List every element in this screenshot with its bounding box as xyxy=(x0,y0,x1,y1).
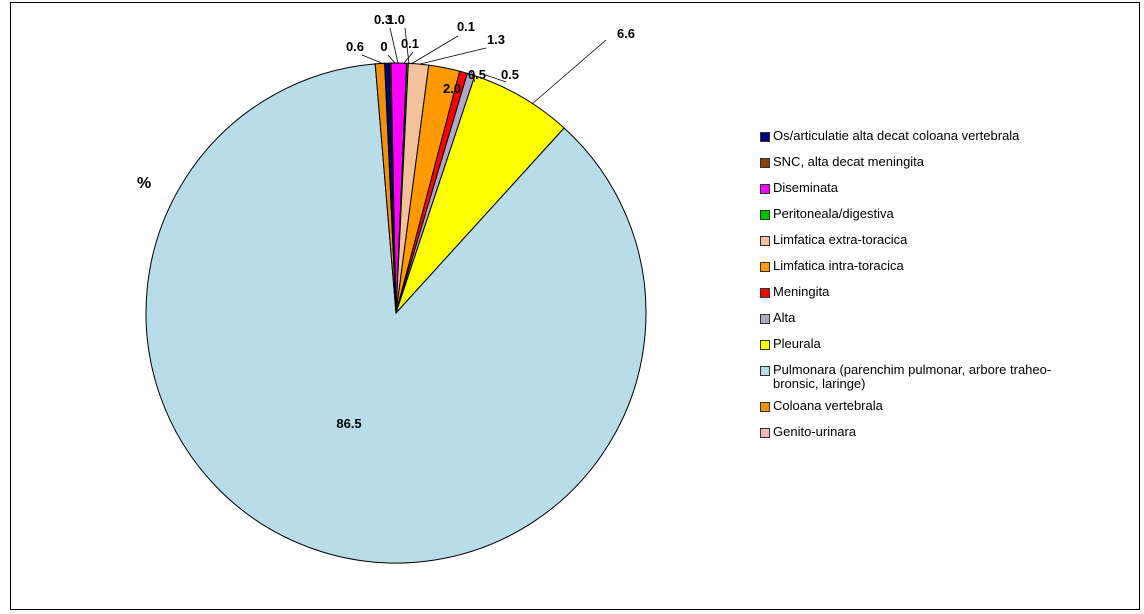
data-label: 0.5 xyxy=(468,67,486,82)
data-label: 2.0 xyxy=(443,81,461,96)
data-label: 6.6 xyxy=(617,26,635,41)
legend-label: Meningita xyxy=(773,284,830,299)
leader-line xyxy=(404,27,410,65)
data-label: 0 xyxy=(380,39,387,54)
legend-swatch xyxy=(760,428,770,438)
legend-swatch xyxy=(760,158,770,168)
leader-line xyxy=(470,70,476,83)
legend-label: Diseminata xyxy=(773,180,839,195)
leader-line xyxy=(531,39,607,105)
leader-line xyxy=(479,72,507,83)
data-label: 0.1 xyxy=(401,36,419,51)
legend-label: Alta xyxy=(773,310,796,325)
leader-line xyxy=(410,35,459,65)
legend-label: Pulmonara (parenchim pulmonar, arbore tr… xyxy=(773,362,1052,391)
pie-slice xyxy=(145,63,647,564)
legend-item: Pleurala xyxy=(760,337,1123,351)
legend-item: Genito-urinara xyxy=(760,425,1123,439)
legend-item: Pulmonara (parenchim pulmonar, arbore tr… xyxy=(760,363,1123,391)
legend-swatch xyxy=(760,210,770,220)
legend-item: Coloana vertebrala xyxy=(760,399,1123,413)
legend-swatch xyxy=(760,366,770,376)
pie-slice xyxy=(384,63,397,314)
data-label: 0.5 xyxy=(501,67,519,82)
legend-item: Limfatica extra-toracica xyxy=(760,233,1123,247)
data-label: 0.6 xyxy=(346,39,364,54)
legend-item: Alta xyxy=(760,311,1123,325)
legend-swatch xyxy=(760,314,770,324)
legend-swatch xyxy=(760,402,770,412)
legend-label: Limfatica extra-toracica xyxy=(773,232,908,247)
legend-swatch xyxy=(760,236,770,246)
leader-line xyxy=(387,54,396,64)
legend-item: Os/articulatie alta decat coloana verteb… xyxy=(760,129,1123,143)
legend-item: SNC, alta decat meningita xyxy=(760,155,1123,169)
data-label: 0.1 xyxy=(457,19,475,34)
legend-item: Limfatica intra-toracica xyxy=(760,259,1123,273)
legend-swatch xyxy=(760,288,770,298)
data-label: 0.3 xyxy=(374,12,392,27)
chart-title: % xyxy=(137,175,152,192)
data-label: 1.0 xyxy=(387,12,405,27)
legend-label: Coloana vertebrala xyxy=(773,398,883,413)
legend-label: Os/articulatie alta decat coloana verteb… xyxy=(773,128,1020,143)
legend-label: Peritoneala/digestiva xyxy=(773,206,894,221)
legend-swatch xyxy=(760,262,770,272)
legend-label: Pleurala xyxy=(773,336,821,351)
legend-label: Genito-urinara xyxy=(773,424,857,439)
legend-item: Peritoneala/digestiva xyxy=(760,207,1123,221)
legend-item: Meningita xyxy=(760,285,1123,299)
legend-swatch xyxy=(760,132,770,142)
leader-line xyxy=(361,54,385,65)
data-label: 1.3 xyxy=(487,32,505,47)
legend-swatch xyxy=(760,340,770,350)
legend-label: SNC, alta decat meningita xyxy=(773,154,925,169)
legend-label: Limfatica intra-toracica xyxy=(773,258,904,273)
data-label: 86.5 xyxy=(336,416,361,431)
legend-item: Diseminata xyxy=(760,181,1123,195)
legend-swatch xyxy=(760,184,770,194)
leader-line xyxy=(419,47,487,65)
leader-line xyxy=(389,27,399,64)
